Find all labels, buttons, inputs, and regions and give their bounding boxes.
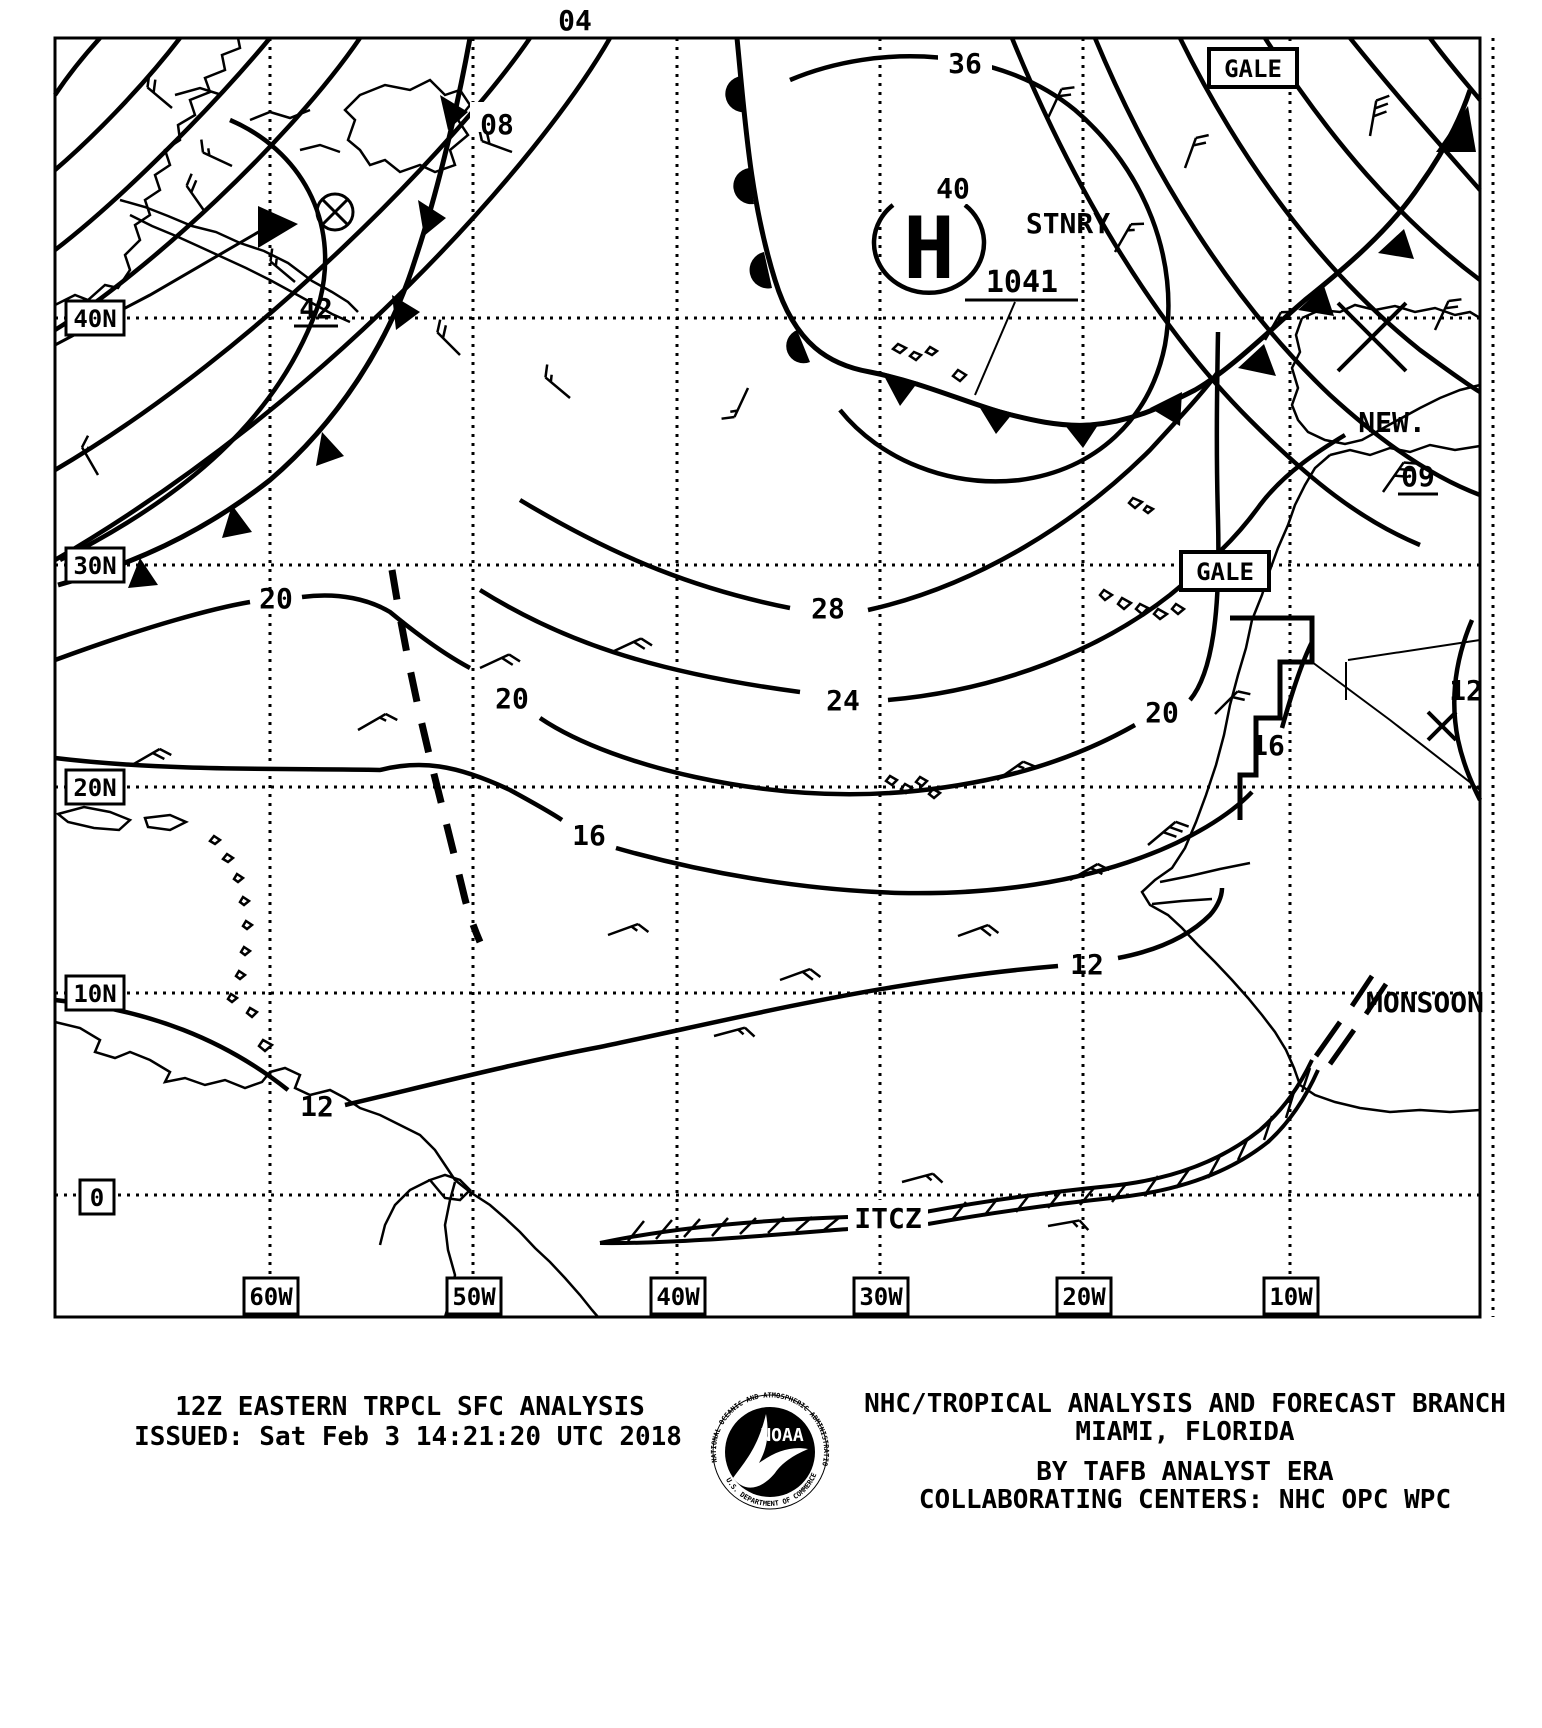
isobar-labels: 04 08 36 28 24 20 20 20 16 16 12 12 12 <box>259 4 1483 1123</box>
lat-label-20n: 20N <box>73 774 116 802</box>
isobars <box>53 36 1483 1108</box>
itcz-label: ITCZ <box>854 1202 921 1235</box>
isobar-label-08: 08 <box>480 108 514 141</box>
stnry-label: STNRY <box>1026 207 1110 240</box>
itcz-band <box>599 974 1389 1246</box>
gale-warning-north: GALE <box>1207 47 1299 89</box>
isobar-label-36: 36 <box>948 47 982 80</box>
low-09-value: 09 <box>1401 460 1435 493</box>
gale-label-canary: GALE <box>1196 558 1254 586</box>
lon-label-30w: 30W <box>859 1283 903 1311</box>
isobar-label-12-west: 12 <box>300 1090 334 1123</box>
analyst-credit: BY TAFB ANALYST ERA <box>1036 1457 1334 1487</box>
arrowhead-icon <box>258 206 298 248</box>
high-pressure-value: 1041 <box>986 265 1058 300</box>
trough-dashed-line <box>388 569 484 944</box>
lon-label-50w: 50W <box>452 1283 496 1311</box>
isobar-label-16-east: 16 <box>1251 729 1285 762</box>
stationary-front <box>725 37 1476 448</box>
x-mark-iberia <box>1336 301 1408 373</box>
monsoon-label: MONSOON <box>1366 986 1484 1019</box>
lat-label-30n: 30N <box>73 552 116 580</box>
low-09: 09 <box>1398 460 1438 496</box>
isobar-label-12-mid: 12 <box>1070 948 1104 981</box>
isobar-label-20-east: 20 <box>1145 696 1179 729</box>
itcz-label-group: ITCZ <box>848 1200 928 1235</box>
isobar-label-12-east: 12 <box>1449 674 1483 707</box>
lon-label-20w: 20W <box>1062 1283 1106 1311</box>
lat-label-40n: 40N <box>73 305 116 333</box>
high-pressure-center: H 40 STNRY 1041 <box>903 172 1110 396</box>
low-42: 42 <box>294 292 338 328</box>
collaborating-centers: COLLABORATING CENTERS: NHC OPC WPC <box>919 1485 1451 1515</box>
map-border <box>53 36 1482 1319</box>
wind-barbs <box>77 73 1463 1239</box>
isobar-label-16-mid: 16 <box>572 819 606 852</box>
political-boundaries <box>1230 615 1481 820</box>
cold-front-northwest <box>57 37 473 588</box>
low-42-value: 42 <box>299 292 333 325</box>
gale-label-north: GALE <box>1224 55 1282 83</box>
x-mark-africa <box>1426 710 1458 742</box>
new-system-label: NEW. <box>1358 406 1425 439</box>
noaa-bird-icon <box>733 1414 808 1488</box>
lon-label-60w: 60W <box>249 1283 293 1311</box>
high-inner-isobar-label: 40 <box>936 172 970 205</box>
high-symbol: H <box>903 199 955 299</box>
branch-location: MIAMI, FLORIDA <box>1075 1417 1294 1447</box>
lat-label-10n: 10N <box>73 980 116 1008</box>
footer-block: 12Z EASTERN TRPCL SFC ANALYSIS ISSUED: S… <box>134 1389 1506 1515</box>
latitude-labels: 40N 30N 20N 10N 0 <box>64 299 126 1216</box>
analysis-title: 12Z EASTERN TRPCL SFC ANALYSIS <box>175 1392 645 1422</box>
longitude-labels: 60W 50W 40W 30W 20W 10W <box>242 1276 1320 1316</box>
isobar-label-28: 28 <box>811 592 845 625</box>
circled-x-icon <box>315 192 355 232</box>
noaa-ring-top-text: NATIONAL OCEANIC AND ATMOSPHERIC ADMINIS… <box>0 0 830 1467</box>
noaa-wordmark: NOAA <box>760 1425 804 1446</box>
lon-label-10w: 10W <box>1269 1283 1313 1311</box>
x-marks <box>1336 301 1458 742</box>
branch-name: NHC/TROPICAL ANALYSIS AND FORECAST BRANC… <box>864 1389 1506 1419</box>
gale-warning-canary: GALE <box>1179 550 1271 592</box>
isobar-label-20-mid: 20 <box>495 682 529 715</box>
isobar-label-20-west: 20 <box>259 582 293 615</box>
isobar-label-24: 24 <box>826 684 860 717</box>
lon-label-40w: 40W <box>656 1283 700 1311</box>
lat-label-0: 0 <box>90 1184 104 1212</box>
isobar-label-04: 04 <box>558 4 592 37</box>
issued-timestamp: ISSUED: Sat Feb 3 14:21:20 UTC 2018 <box>134 1422 682 1452</box>
